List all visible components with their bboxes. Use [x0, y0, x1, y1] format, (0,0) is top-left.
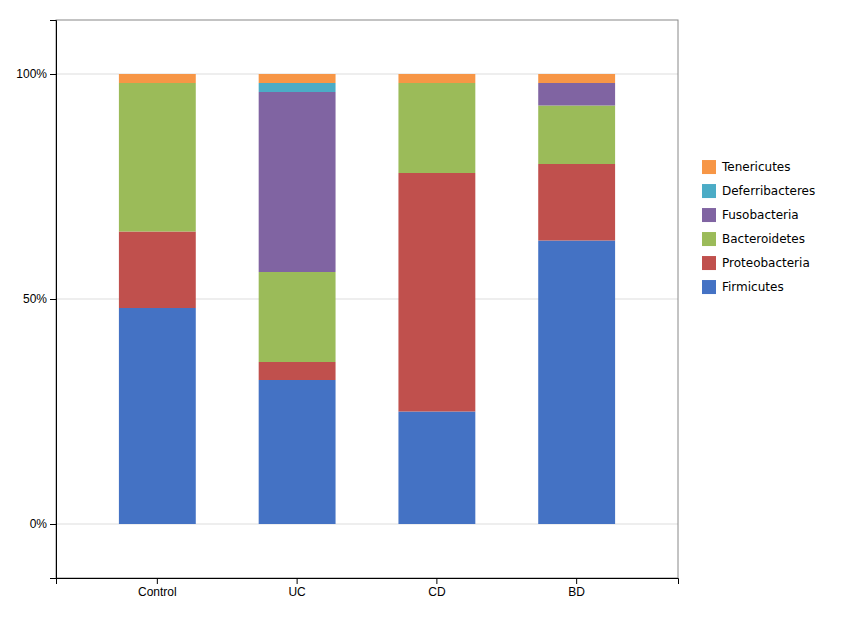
grid — [56, 74, 678, 524]
legend-label: Fusobacteria — [722, 208, 799, 222]
tick-label: 100% — [16, 67, 47, 81]
bars — [119, 74, 615, 524]
legend-item: Proteobacteria — [702, 256, 810, 270]
bar-segment — [119, 74, 196, 83]
bar-segment — [259, 83, 336, 92]
bar-segment — [119, 83, 196, 232]
legend-swatch — [702, 232, 716, 246]
tick: CD — [428, 578, 446, 599]
legend: Tenericutes Deferribacteres Fusobacteria Ba… — [702, 160, 815, 294]
tick-label: CD — [428, 585, 446, 599]
series — [119, 83, 615, 362]
bar-segment — [398, 83, 475, 173]
series — [259, 83, 615, 272]
legend-swatch — [702, 280, 716, 294]
tick-label: 0% — [30, 517, 48, 531]
tick-label: 50% — [23, 292, 47, 306]
bar-segment — [259, 92, 336, 272]
series — [119, 74, 615, 83]
bar-segment — [259, 362, 336, 380]
plot: 0% 50% 100% Control UC CD BD — [16, 20, 678, 599]
legend-label: Firmicutes — [722, 280, 784, 294]
tick: BD — [568, 578, 585, 599]
bar-segment — [538, 83, 615, 106]
bar-segment — [398, 173, 475, 412]
tick-mark — [436, 578, 437, 584]
legend-swatch — [702, 256, 716, 270]
legend-swatch — [702, 208, 716, 222]
plot-frame — [56, 20, 678, 578]
tick: 50% — [23, 292, 56, 306]
legend-item: Firmicutes — [702, 280, 784, 294]
tick-mark — [576, 578, 577, 584]
tick-mark — [50, 524, 56, 525]
legend-item: Deferribacteres — [702, 184, 815, 198]
tick-mark — [50, 299, 56, 300]
tick-label: BD — [568, 585, 585, 599]
legend-swatch — [702, 160, 716, 174]
bar-segment — [538, 74, 615, 83]
tick-label: Control — [138, 585, 177, 599]
legend-label: Proteobacteria — [722, 256, 810, 270]
legend-item: Tenericutes — [702, 160, 790, 174]
tick: Control — [138, 578, 177, 599]
bar-segment — [538, 106, 615, 165]
tick: 0% — [30, 517, 56, 531]
y-axis: 0% 50% 100% — [16, 21, 56, 579]
tick-mark — [297, 578, 298, 584]
tick-mark — [50, 74, 56, 75]
legend-item: Fusobacteria — [702, 208, 799, 222]
bar-segment — [119, 232, 196, 309]
legend-label: Tenericutes — [721, 160, 790, 174]
legend-label: Bacteroidetes — [722, 232, 805, 246]
legend-item: Bacteroidetes — [702, 232, 805, 246]
tick: UC — [288, 578, 306, 599]
bar-segment — [259, 272, 336, 362]
bar-segment — [538, 164, 615, 241]
axis-line — [57, 579, 679, 585]
bar-segment — [119, 308, 196, 524]
legend-swatch — [702, 184, 716, 198]
bar-segment — [398, 412, 475, 525]
bar-segment — [259, 380, 336, 524]
tick-label: UC — [288, 585, 306, 599]
chart: 0% 50% 100% Control UC CD BD Tenericutes Deferri… — [0, 0, 858, 618]
bar-segment — [538, 241, 615, 525]
bar-segment — [259, 74, 336, 83]
axis-line — [50, 21, 57, 579]
x-axis: Control UC CD BD — [57, 578, 679, 599]
legend-label: Deferribacteres — [722, 184, 815, 198]
tick: 100% — [16, 67, 56, 81]
bar-segment — [398, 74, 475, 83]
series — [259, 83, 336, 92]
tick-mark — [157, 578, 158, 584]
